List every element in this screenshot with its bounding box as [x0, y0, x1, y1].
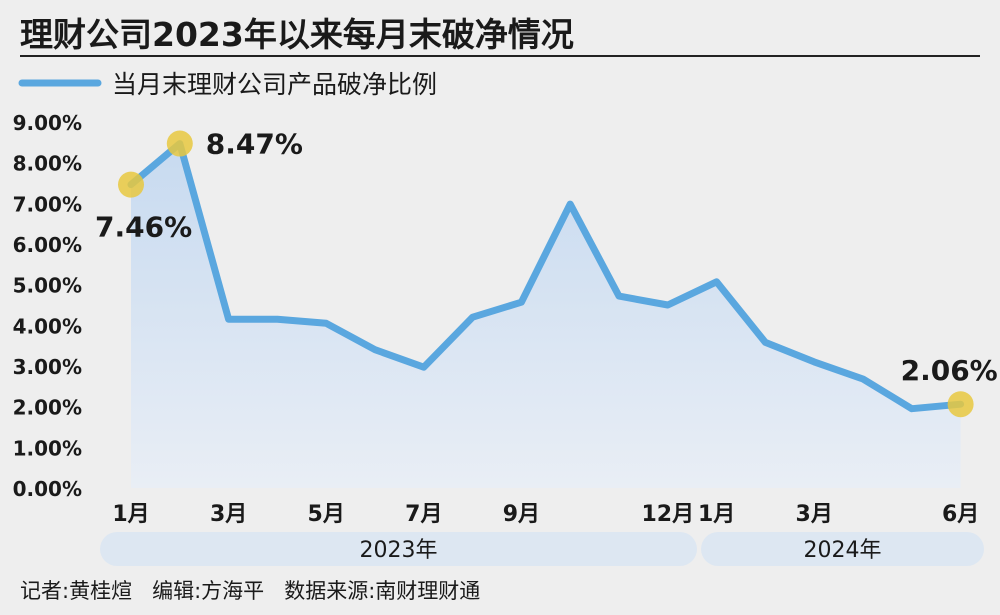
highlight-marker: [947, 391, 974, 418]
x-tick-label: 3月: [796, 502, 833, 527]
chart-title: 理财公司2023年以来每月末破净情况: [20, 15, 574, 54]
series-line: [127, 140, 965, 413]
y-tick-label: 4.00%: [13, 314, 82, 338]
year-band: [701, 532, 984, 566]
legend: 当月末理财公司产品破净比例: [18, 70, 437, 99]
footer-credits: 记者:黄桂煊 编辑:方海平 数据来源:南财理财通: [20, 579, 480, 603]
y-tick-label: 7.00%: [13, 192, 82, 216]
data-label: 2.06%: [901, 354, 998, 387]
x-tick-label: 12月: [641, 502, 694, 527]
highlight-marker: [166, 130, 193, 157]
x-tick-label: 9月: [503, 502, 540, 527]
x-axis: 1月 3月 5月 7月 9月 12月 1月 3月 6月: [112, 502, 979, 527]
year-label: 2024年: [804, 538, 882, 563]
x-tick-label: 1月: [112, 502, 149, 527]
x-tick-label: 3月: [210, 502, 247, 527]
y-tick-label: 6.00%: [13, 233, 82, 257]
y-tick-label: 3.00%: [13, 355, 82, 379]
year-bands: 2023年 2024年: [100, 532, 984, 566]
year-label: 2023年: [360, 538, 438, 563]
annotations: 7.46% 8.47% 2.06%: [95, 128, 998, 418]
x-tick-label: 1月: [698, 502, 735, 527]
year-band: [100, 532, 697, 566]
y-axis: 0.00% 1.00% 2.00% 3.00% 4.00% 5.00% 6.00% 7.00%…: [13, 111, 82, 501]
series-area: [131, 143, 961, 488]
data-label: 7.46%: [95, 211, 192, 244]
data-label: 8.47%: [206, 128, 303, 161]
highlight-marker: [118, 171, 144, 198]
y-tick-label: 5.00%: [13, 274, 82, 298]
x-tick-label: 5月: [308, 502, 345, 527]
x-tick-label: 7月: [405, 502, 442, 527]
y-tick-label: 8.00%: [13, 152, 82, 176]
y-tick-label: 1.00%: [13, 436, 82, 460]
y-tick-label: 9.00%: [13, 111, 82, 135]
y-tick-label: 0.00%: [13, 477, 82, 501]
x-tick-label: 6月: [942, 502, 979, 527]
y-tick-label: 2.00%: [13, 396, 82, 420]
legend-label: 当月末理财公司产品破净比例: [112, 70, 437, 99]
